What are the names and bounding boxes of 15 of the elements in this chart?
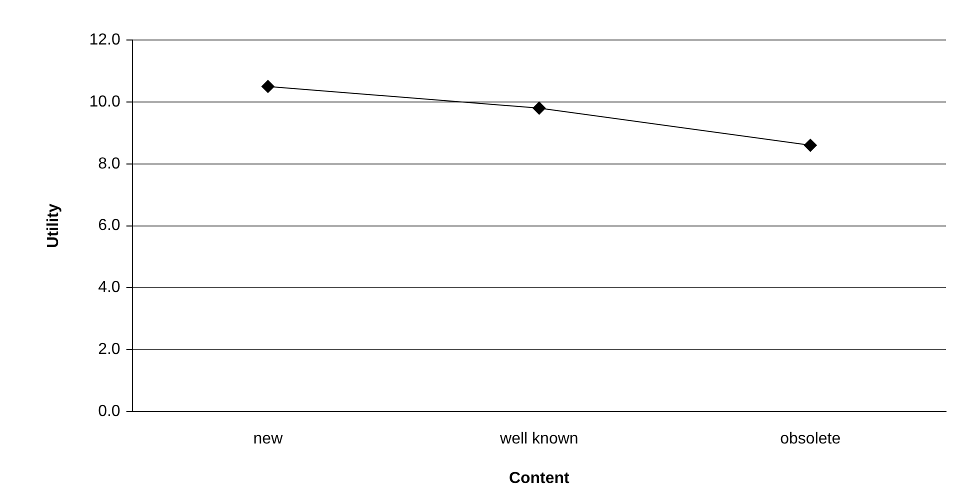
y-tick-label: 12.0: [89, 31, 120, 48]
x-tick-label: well known: [499, 430, 578, 448]
y-tick-label: 6.0: [98, 217, 120, 234]
x-tick-label: obsolete: [780, 430, 841, 448]
y-tick-label: 2.0: [98, 341, 120, 358]
y-tick-label: 4.0: [98, 279, 120, 296]
point: [532, 102, 546, 115]
y-tick-label: 10.0: [89, 93, 120, 110]
y-tick-label: 0.0: [98, 403, 120, 420]
point: [261, 80, 274, 93]
y-tick-label: 8.0: [98, 155, 120, 172]
point: [804, 138, 817, 152]
x-axis-title: Content: [508, 470, 570, 487]
y-axis-title: Utility: [45, 203, 62, 248]
x-tick-label: new: [253, 430, 284, 448]
